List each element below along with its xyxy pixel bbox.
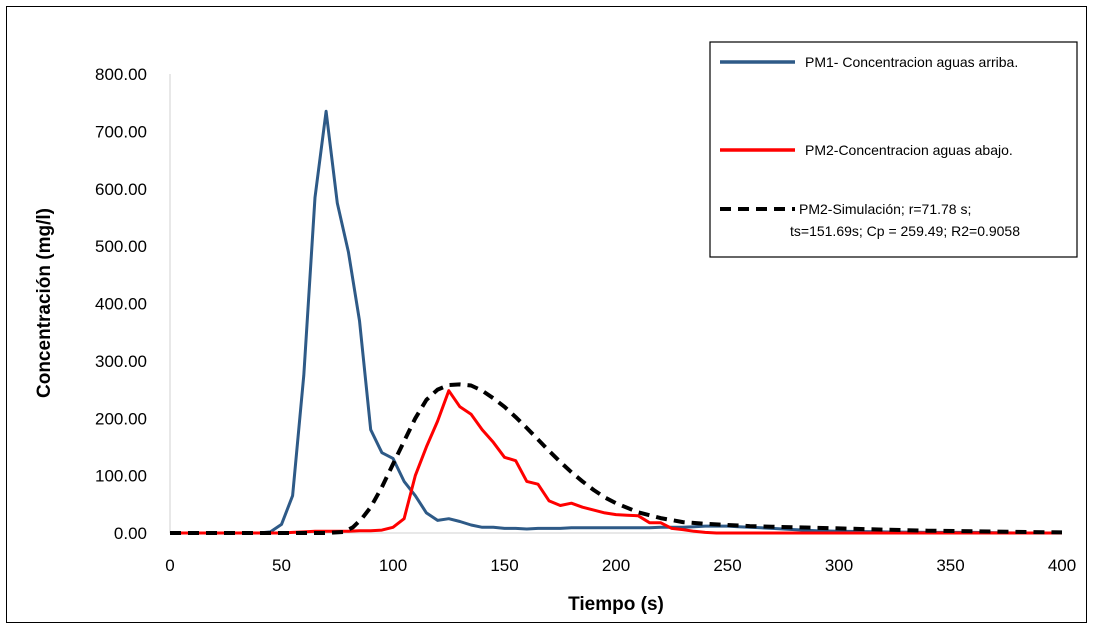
legend: PM1- Concentracion aguas arriba. PM2-Con… [709,41,1078,258]
x-tick-label: 400 [1048,556,1076,575]
x-tick-label: 100 [379,556,407,575]
legend-label-pm2: PM2-Concentracion aguas abajo. [805,142,1013,158]
x-tick-label: 50 [272,556,291,575]
x-tick-label: 0 [165,556,174,575]
y-tick-label: 800.00 [95,65,147,84]
y-tick-label: 100.00 [95,467,147,486]
y-tick-label: 0.00 [114,524,147,543]
y-tick-label: 400.00 [95,295,147,314]
x-tick-label: 250 [713,556,741,575]
x-tick-label: 350 [936,556,964,575]
series-line-2 [170,389,1062,535]
y-tick-labels: 0.00 100.00 200.00 300.00 400.00 500.00 600.00… [95,65,147,543]
legend-label-sim-line1: PM2-Simulación; r=71.78 s; [799,201,971,217]
x-tick-labels: 0 50 100 150 200 250 300 350 400 [165,556,1076,575]
legend-label-sim-line2: ts=151.69s; Cp = 259.49; R2=0.9058 [790,223,1020,239]
x-axis-title: Tiempo (s) [568,594,664,615]
y-tick-label: 600.00 [95,180,147,199]
y-tick-label: 200.00 [95,409,147,428]
y-axis-title: Concentración (mg/l) [34,208,55,398]
x-tick-label: 200 [602,556,630,575]
y-tick-label: 500.00 [95,237,147,256]
x-tick-label: 300 [825,556,853,575]
series-line-3 [170,382,1063,535]
plot-area: 0.00 100.00 200.00 300.00 400.00 500.00 600.00… [95,65,1076,575]
y-tick-label: 700.00 [95,122,147,141]
series-lines [170,109,1063,535]
x-tick-label: 150 [490,556,518,575]
y-tick-label: 300.00 [95,352,147,371]
legend-label-pm1: PM1- Concentracion aguas arriba. [805,54,1018,70]
